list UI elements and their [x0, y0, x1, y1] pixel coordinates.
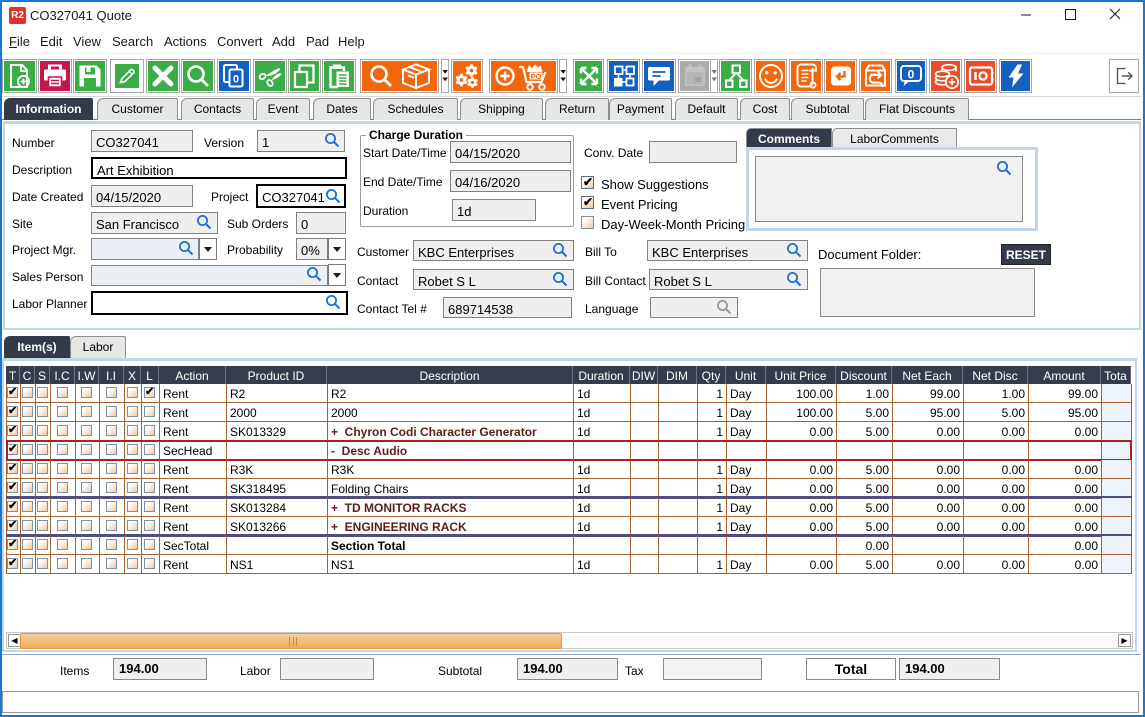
svg-text:0: 0: [233, 74, 239, 86]
svg-text:0: 0: [908, 68, 915, 82]
svg-text:PO: PO: [530, 72, 541, 81]
